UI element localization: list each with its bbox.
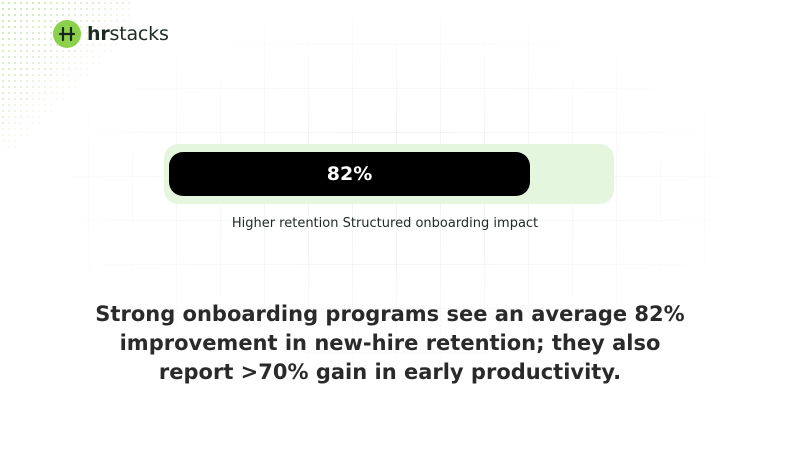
retention-progress-track: 82% xyxy=(164,144,614,204)
brand-logo[interactable]: hrstacks xyxy=(53,20,169,48)
headline-line-3: report >70% gain in early productivity. xyxy=(158,360,622,384)
hrstacks-logo-icon xyxy=(53,20,81,48)
retention-progress-fill: 82% xyxy=(169,152,530,196)
retention-percentage: 82% xyxy=(326,163,373,185)
brand-name: hrstacks xyxy=(87,23,169,45)
progress-caption: Higher retention Structured onboarding i… xyxy=(231,216,539,231)
brand-name-prefix: hr xyxy=(87,23,110,45)
headline-line-1: Strong onboarding programs see an averag… xyxy=(95,302,685,326)
brand-name-suffix: stacks xyxy=(109,23,169,45)
headline-text: Strong onboarding programs see an averag… xyxy=(60,300,720,387)
headline-line-2: improvement in new-hire retention; they … xyxy=(119,331,661,355)
